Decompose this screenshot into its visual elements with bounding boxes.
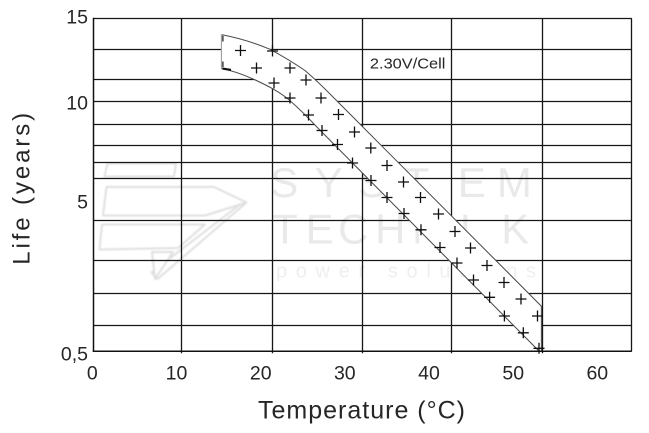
svg-text:Temperature (°C): Temperature (°C)	[258, 397, 466, 425]
svg-text:20: 20	[250, 363, 272, 385]
svg-text:Life (years): Life (years)	[8, 110, 35, 265]
svg-text:30: 30	[334, 363, 356, 385]
svg-text:50: 50	[502, 363, 524, 385]
svg-text:10: 10	[66, 92, 88, 114]
svg-text:60: 60	[586, 363, 608, 385]
svg-text:5: 5	[77, 191, 88, 213]
svg-text:0,5: 0,5	[61, 343, 88, 365]
svg-text:0: 0	[87, 363, 98, 385]
svg-text:2.30V/Cell: 2.30V/Cell	[370, 55, 446, 72]
svg-text:15: 15	[66, 7, 88, 29]
svg-text:10: 10	[166, 363, 188, 385]
svg-text:40: 40	[418, 363, 440, 385]
